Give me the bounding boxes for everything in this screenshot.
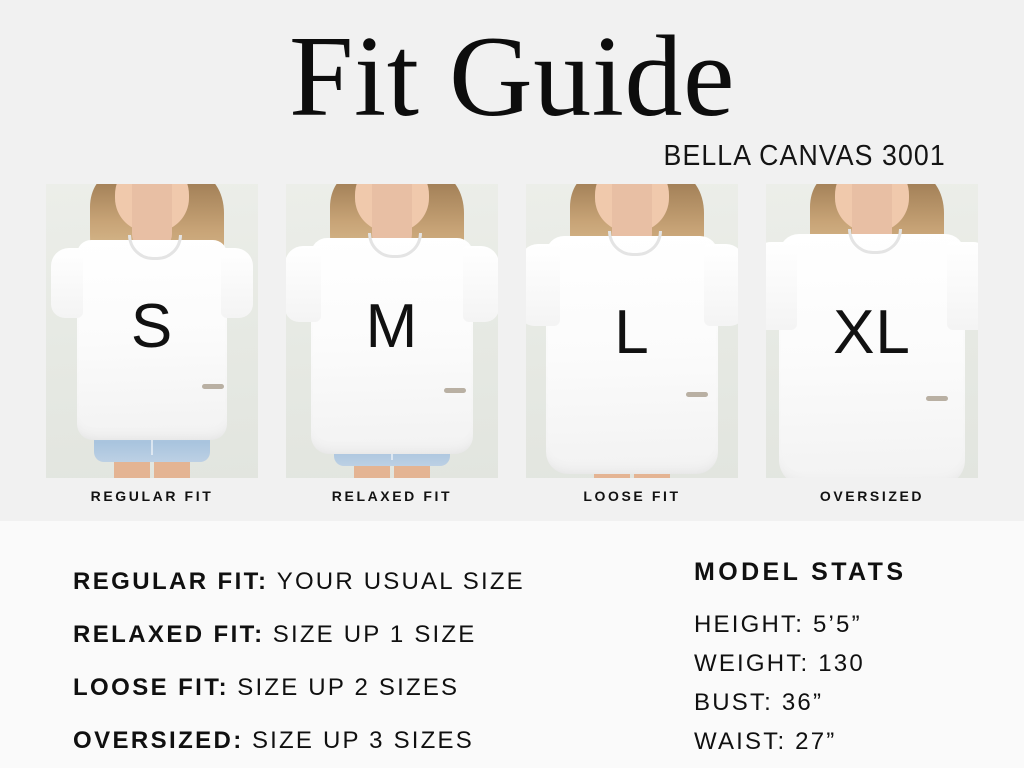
fit-description-list: REGULAR FIT: YOUR USUAL SIZE RELAXED FIT…: [73, 555, 633, 767]
sleeve-right: [463, 246, 498, 322]
size-panel-l: L: [526, 184, 738, 478]
caption-oversized: OVERSIZED: [819, 488, 925, 504]
size-panel-s: S: [46, 184, 258, 478]
caption-loose-fit: LOOSE FIT: [583, 488, 681, 504]
tshirt-shape: [766, 229, 978, 478]
caption-regular-fit: REGULAR FIT: [90, 488, 214, 504]
size-panel-xl: XL: [766, 184, 978, 478]
product-subtitle: BELLA CANVAS 3001: [663, 140, 946, 172]
fit-label-oversized: OVERSIZED:: [73, 727, 244, 754]
model-photo-m: M: [286, 184, 498, 478]
collar-shape: [368, 233, 422, 258]
fit-row-regular: REGULAR FIT: YOUR USUAL SIZE: [73, 555, 633, 608]
sleeve-right: [221, 248, 253, 318]
sleeve-right: [704, 244, 738, 326]
model-stat-height: HEIGHT: 5’5”: [694, 611, 862, 638]
info-section: REGULAR FIT: YOUR USUAL SIZE RELAXED FIT…: [0, 521, 1024, 768]
size-letter-s: S: [130, 292, 174, 361]
collar-shape: [608, 231, 662, 256]
bracelet-icon: [202, 384, 224, 389]
page-title: Fit Guide: [289, 13, 735, 141]
fit-label-relaxed: RELAXED FIT:: [73, 621, 265, 648]
collar-shape: [848, 229, 902, 254]
size-letter-l: L: [614, 298, 650, 367]
model-stat-waist: WAIST: 27”: [694, 728, 837, 755]
fit-row-loose: LOOSE FIT: SIZE UP 2 SIZES: [73, 661, 633, 714]
size-panel-strip: S M: [46, 184, 978, 478]
fit-value-relaxed: SIZE UP 1 SIZE: [272, 621, 477, 648]
collar-shape: [128, 235, 182, 260]
model-photo-s: S: [46, 184, 258, 478]
caption-relaxed-fit: RELAXED FIT: [331, 488, 453, 504]
fit-label-loose: LOOSE FIT:: [73, 674, 229, 701]
size-letter-m: M: [365, 292, 419, 361]
model-stat-bust: BUST: 36”: [694, 689, 824, 716]
bracelet-icon: [444, 388, 466, 393]
fit-row-oversized: OVERSIZED: SIZE UP 3 SIZES: [73, 714, 633, 767]
model-photo-l: L: [526, 184, 738, 478]
model-photo-xl: XL: [766, 184, 978, 478]
panel-captions: REGULAR FIT RELAXED FIT LOOSE FIT OVERSI…: [46, 486, 978, 512]
size-letter-xl: XL: [833, 298, 911, 367]
header: Fit Guide BELLA CANVAS 3001: [0, 0, 1024, 176]
sleeve-right: [947, 242, 978, 330]
sleeve-left: [526, 244, 560, 326]
fit-label-regular: REGULAR FIT:: [73, 568, 269, 595]
fit-value-loose: SIZE UP 2 SIZES: [237, 674, 460, 701]
fit-value-oversized: SIZE UP 3 SIZES: [251, 727, 474, 754]
bracelet-icon: [926, 396, 948, 401]
tshirt-shape: [526, 231, 738, 474]
model-stats-title: MODEL STATS: [694, 558, 907, 586]
fit-value-regular: YOUR USUAL SIZE: [276, 568, 525, 595]
tshirt-shape: [286, 233, 498, 454]
fit-row-relaxed: RELAXED FIT: SIZE UP 1 SIZE: [73, 608, 633, 661]
sleeve-left: [286, 246, 321, 322]
size-panel-m: M: [286, 184, 498, 478]
model-stat-weight: WEIGHT: 130: [694, 650, 865, 677]
bracelet-icon: [686, 392, 708, 397]
sleeve-left: [766, 242, 797, 330]
tshirt-shape: [51, 235, 253, 440]
model-stats-block: MODEL STATS HEIGHT: 5’5” WEIGHT: 130 BUS…: [694, 555, 994, 761]
sleeve-left: [51, 248, 83, 318]
